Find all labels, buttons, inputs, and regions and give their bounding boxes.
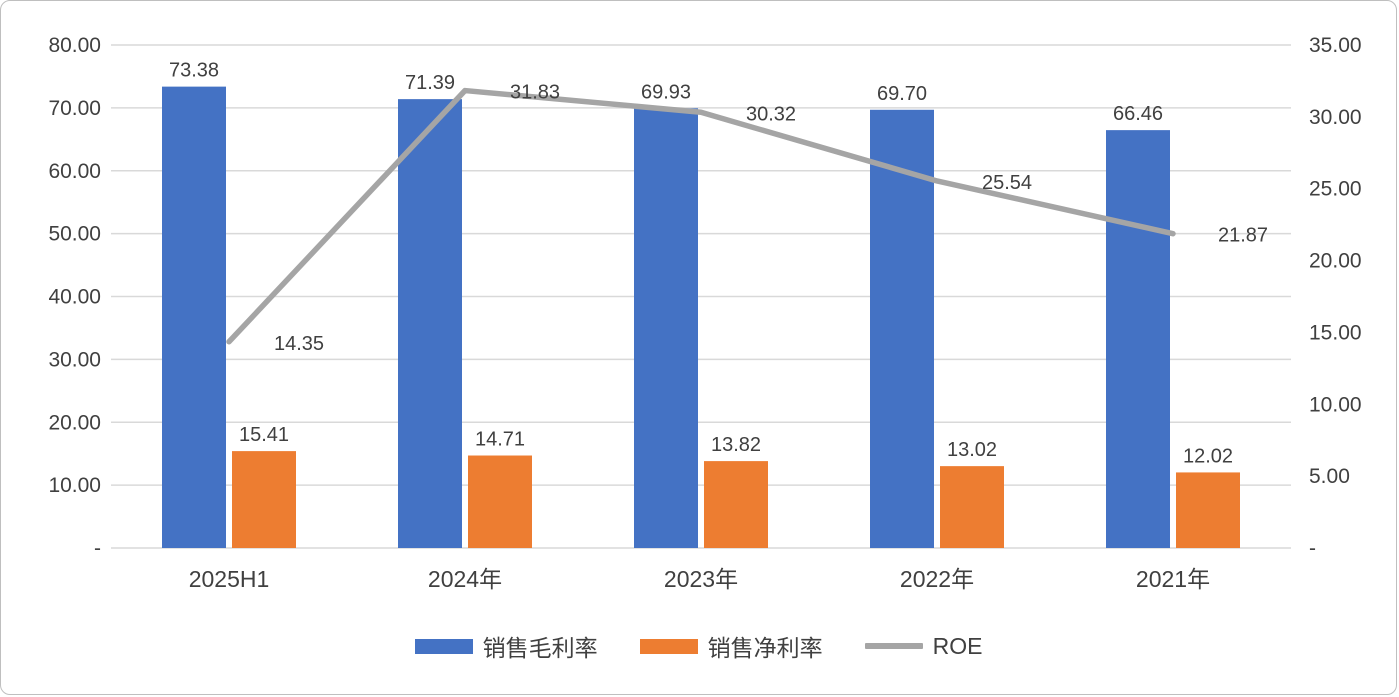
left-axis-tick-label: 40.00 bbox=[48, 286, 101, 309]
right-axis-tick-label: 5.00 bbox=[1309, 465, 1350, 488]
left-axis-tick-label: - bbox=[94, 537, 101, 560]
line-data-label: 21.87 bbox=[1218, 225, 1268, 247]
right-axis-tick-label: 35.00 bbox=[1309, 34, 1362, 57]
bar-gross-margin bbox=[398, 99, 462, 548]
bar-data-label: 69.93 bbox=[641, 81, 691, 103]
line-data-label: 30.32 bbox=[746, 103, 796, 125]
bar-data-label: 71.39 bbox=[405, 72, 455, 94]
category-label: 2021年 bbox=[1136, 566, 1210, 592]
bar-net-margin bbox=[940, 466, 1004, 548]
legend-swatch-gross-margin bbox=[414, 638, 473, 654]
legend-swatch-net-margin bbox=[639, 638, 698, 654]
legend-item-net-margin: 销售净利率 bbox=[639, 629, 823, 663]
bar-data-label: 14.71 bbox=[475, 429, 525, 451]
bar-data-label: 13.02 bbox=[947, 439, 997, 461]
left-axis-tick-label: 50.00 bbox=[48, 223, 101, 246]
right-axis-tick-label: 10.00 bbox=[1309, 393, 1362, 416]
right-axis-tick-label: 20.00 bbox=[1309, 250, 1362, 273]
right-axis-tick-label: 25.00 bbox=[1309, 178, 1362, 201]
legend-item-roe: ROE bbox=[864, 632, 983, 660]
bar-data-label: 69.70 bbox=[877, 83, 927, 105]
bar-gross-margin bbox=[162, 86, 226, 548]
left-axis-tick-label: 10.00 bbox=[48, 474, 101, 497]
bar-data-label: 13.82 bbox=[711, 434, 761, 456]
left-axis-tick-label: 80.00 bbox=[48, 34, 101, 57]
legend-item-gross-margin: 销售毛利率 bbox=[414, 629, 598, 663]
category-label: 2024年 bbox=[428, 566, 502, 592]
left-axis-tick-label: 60.00 bbox=[48, 160, 101, 183]
right-axis-tick-label: 30.00 bbox=[1309, 106, 1362, 129]
legend-label-net-margin: 销售净利率 bbox=[707, 635, 823, 661]
line-roe bbox=[226, 87, 1176, 345]
bar-net-margin bbox=[468, 455, 532, 548]
legend-label-gross-margin: 销售毛利率 bbox=[482, 635, 598, 661]
line-data-label: 25.54 bbox=[982, 172, 1032, 194]
right-axis-tick-label: 15.00 bbox=[1309, 321, 1362, 344]
line-data-label: 14.35 bbox=[274, 333, 324, 355]
bar-data-label: 12.02 bbox=[1183, 445, 1233, 467]
legend: 销售毛利率 销售净利率 ROE bbox=[1, 629, 1396, 663]
bar-data-label: 73.38 bbox=[169, 60, 219, 82]
category-label: 2023年 bbox=[664, 566, 738, 592]
bar-net-margin bbox=[1176, 472, 1240, 548]
bar-gross-margin bbox=[1106, 130, 1170, 548]
line-data-label: 31.83 bbox=[510, 82, 560, 104]
left-axis-tick-label: 30.00 bbox=[48, 348, 101, 371]
category-label: 2025H1 bbox=[189, 566, 270, 592]
bar-data-label: 66.46 bbox=[1113, 103, 1163, 125]
left-axis-tick-label: 70.00 bbox=[48, 97, 101, 120]
bar-gross-margin bbox=[870, 109, 934, 548]
legend-swatch-roe bbox=[864, 643, 923, 649]
left-axis-tick-label: 20.00 bbox=[48, 411, 101, 434]
bar-net-margin bbox=[232, 451, 296, 548]
legend-label-roe: ROE bbox=[932, 632, 983, 659]
right-axis-tick-label: - bbox=[1309, 537, 1316, 560]
bar-data-label: 15.41 bbox=[239, 424, 289, 446]
bar-net-margin bbox=[704, 461, 768, 548]
category-label: 2022年 bbox=[900, 566, 974, 592]
bar-gross-margin bbox=[634, 108, 698, 548]
